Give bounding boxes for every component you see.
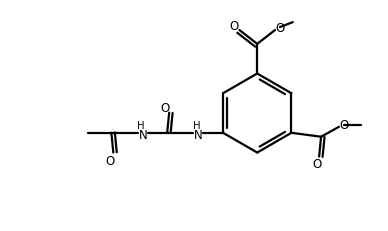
Text: O: O <box>106 154 115 167</box>
Text: N: N <box>194 129 203 142</box>
Text: O: O <box>339 119 348 132</box>
Text: O: O <box>160 101 169 114</box>
Text: H: H <box>192 120 200 130</box>
Text: O: O <box>275 21 284 34</box>
Text: O: O <box>312 157 322 170</box>
Text: O: O <box>229 19 238 32</box>
Text: H: H <box>137 120 145 130</box>
Text: N: N <box>139 129 147 142</box>
